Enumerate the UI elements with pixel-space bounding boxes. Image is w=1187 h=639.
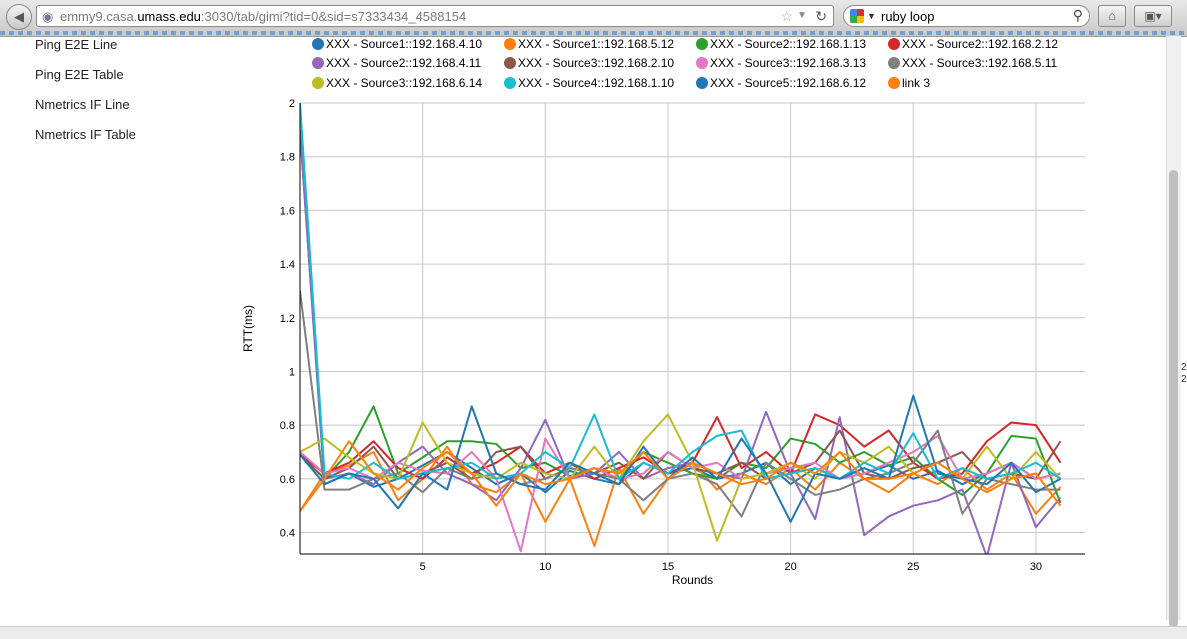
y-tick-label: 0.4 bbox=[280, 528, 295, 540]
sidebar-item-ping-e2e-table[interactable]: Ping E2E Table bbox=[35, 67, 124, 82]
browser-toolbar: ◀ ◉ emmy9.casa.umass.edu:3030/tab/gimi?t… bbox=[0, 0, 1187, 37]
legend-label-3: XXX - Source2::192.168.1.13 bbox=[710, 37, 866, 51]
y-tick-label: 1 bbox=[289, 366, 295, 378]
series-line-8 bbox=[300, 290, 1061, 518]
legend-label-5: XXX - Source2::192.168.4.11 bbox=[326, 56, 482, 70]
globe-icon: ◉ bbox=[42, 9, 54, 24]
series-line-5 bbox=[300, 129, 1062, 554]
legend-swatch-3 bbox=[696, 38, 708, 50]
back-button[interactable]: ◀ bbox=[6, 4, 32, 30]
search-query[interactable]: ruby loop bbox=[881, 9, 935, 24]
url-host-prefix: emmy9.casa. bbox=[60, 9, 138, 24]
legend-swatch-10 bbox=[504, 77, 516, 89]
legend-label-4: XXX - Source2::192.168.2.12 bbox=[902, 37, 1058, 51]
legend-label-10: XXX - Source4::192.168.1.10 bbox=[518, 76, 674, 90]
back-arrow-icon: ◀ bbox=[14, 9, 24, 24]
legend-swatch-6 bbox=[504, 57, 516, 69]
y-axis-title: RTT(ms) bbox=[241, 305, 255, 352]
url-text: emmy9.casa.umass.edu:3030/tab/gimi?tid=0… bbox=[60, 9, 466, 24]
google-icon[interactable] bbox=[850, 9, 864, 23]
legend-swatch-9 bbox=[312, 77, 324, 89]
y-tick-label: 0.6 bbox=[280, 474, 295, 486]
y-tick-label: 1.2 bbox=[280, 313, 295, 325]
scrollbar-thumb[interactable] bbox=[1169, 170, 1178, 628]
legend-swatch-5 bbox=[312, 57, 324, 69]
chart-legend: XXX - Source1::192.168.4.10 XXX - Source1… bbox=[312, 37, 1058, 90]
home-icon: ⌂ bbox=[1108, 8, 1116, 23]
legend-swatch-7 bbox=[696, 57, 708, 69]
legend-swatch-12 bbox=[888, 77, 900, 89]
x-tick-label: 20 bbox=[785, 561, 797, 573]
reload-icon[interactable]: ↻ bbox=[815, 8, 827, 24]
home-button[interactable]: ⌂ bbox=[1098, 5, 1126, 27]
sidebar-nav: Ping E2E Line Ping E2E Table Nmetrics IF… bbox=[35, 37, 136, 157]
search-engine-dropdown-icon[interactable]: ▼ bbox=[867, 11, 876, 21]
sidebar-item-ping-e2e-line[interactable]: Ping E2E Line bbox=[35, 37, 118, 52]
x-tick-label: 30 bbox=[1030, 561, 1042, 573]
x-tick-label: 25 bbox=[907, 561, 919, 573]
legend-label-8: XXX - Source3::192.168.5.11 bbox=[902, 56, 1058, 70]
series-line-11 bbox=[300, 394, 1061, 523]
y-tick-label: 1.6 bbox=[280, 205, 295, 217]
clipped-edge-text: 2 2 bbox=[1181, 362, 1187, 385]
x-tick-label: 15 bbox=[662, 561, 674, 573]
series-line-12 bbox=[300, 440, 1062, 512]
y-tick-label: 2 bbox=[289, 98, 295, 110]
legend-label-7: XXX - Source3::192.168.3.13 bbox=[710, 56, 866, 70]
search-bar[interactable]: ▼ ruby loop ⚲ bbox=[843, 5, 1090, 27]
status-bar bbox=[0, 626, 1187, 639]
legend-label-2: XXX - Source1::192.168.5.12 bbox=[518, 37, 674, 51]
y-tick-label: 0.8 bbox=[280, 420, 295, 432]
loading-dots bbox=[0, 31, 1187, 35]
url-host-domain: umass.edu bbox=[137, 9, 201, 24]
rtt-line-chart: XXX - Source1::192.168.4.10 XXX - Source1… bbox=[241, 37, 1085, 587]
series-line-10 bbox=[300, 102, 1062, 480]
legend-swatch-8 bbox=[888, 57, 900, 69]
legend-label-9: XXX - Source3::192.168.6.14 bbox=[326, 76, 482, 90]
legend-swatch-11 bbox=[696, 77, 708, 89]
legend-label-11: XXX - Source5::192.168.6.12 bbox=[710, 76, 866, 90]
legend-label-1: XXX - Source1::192.168.4.10 bbox=[326, 37, 482, 51]
sidebar-item-nmetrics-if-line[interactable]: Nmetrics IF Line bbox=[35, 97, 130, 112]
search-icon[interactable]: ⚲ bbox=[1072, 7, 1083, 23]
y-tick-label: 1.8 bbox=[280, 152, 295, 164]
legend-label-6: XXX - Source3::192.168.2.10 bbox=[518, 56, 674, 70]
legend-swatch-4 bbox=[888, 38, 900, 50]
chart-grid bbox=[300, 102, 1085, 554]
legend-swatch-2 bbox=[504, 38, 516, 50]
x-tick-label: 10 bbox=[539, 561, 551, 573]
sidebar-item-nmetrics-if-table[interactable]: Nmetrics IF Table bbox=[35, 127, 136, 142]
url-bar[interactable]: ◉ emmy9.casa.umass.edu:3030/tab/gimi?tid… bbox=[36, 5, 834, 27]
y-tick-label: 1.4 bbox=[280, 259, 295, 271]
extension-icon: ▣▾ bbox=[1144, 9, 1162, 23]
legend-swatch-1 bbox=[312, 38, 324, 50]
extension-button[interactable]: ▣▾ bbox=[1134, 5, 1172, 27]
series-line-3 bbox=[300, 405, 1062, 504]
chart-series-lines bbox=[300, 102, 1062, 554]
series-line-7 bbox=[300, 434, 1061, 553]
bookmark-star-icon[interactable]: ☆ bbox=[780, 8, 793, 24]
url-dropdown-icon[interactable]: ▼ bbox=[797, 10, 807, 21]
x-tick-label: 5 bbox=[420, 561, 426, 573]
chart-axes: 0.40.60.811.21.41.61.825 10 15 20 25 30Rounds… bbox=[241, 98, 1085, 587]
vertical-scrollbar[interactable] bbox=[1166, 36, 1181, 628]
legend-label-12: link 3 bbox=[902, 76, 930, 90]
url-path: :3030/tab/gimi?tid=0&sid=s7333434_458815… bbox=[200, 9, 467, 24]
x-axis-title: Rounds bbox=[672, 573, 713, 587]
